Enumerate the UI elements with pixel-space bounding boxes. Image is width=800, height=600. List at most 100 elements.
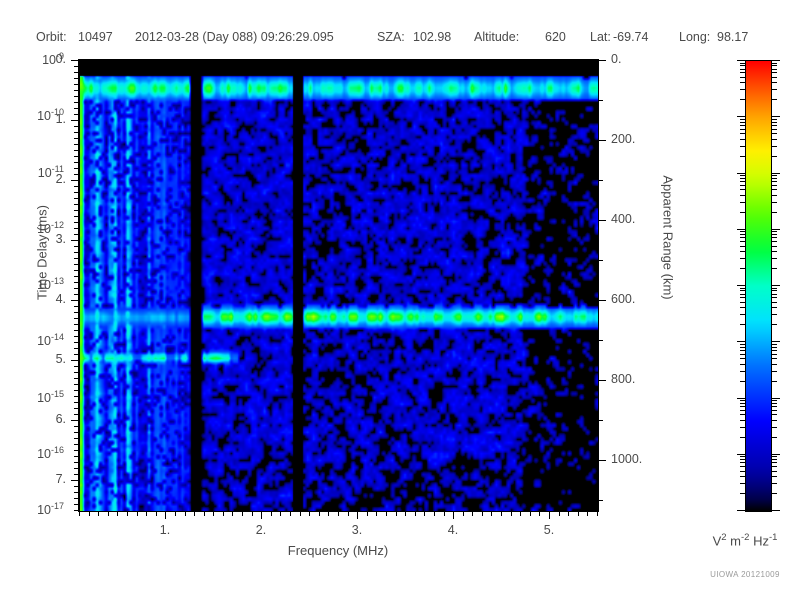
y-axis-tick-minor	[74, 444, 78, 445]
colorbar-tick-major	[772, 285, 780, 286]
x-axis-tick-minor	[491, 512, 492, 516]
colorbar-tick-minor	[772, 466, 777, 467]
colorbar-tick-major	[737, 116, 745, 117]
colorbar-tick-minor	[740, 462, 745, 463]
colorbar-tick-minor	[740, 82, 745, 83]
y-axis-tick-minor	[74, 108, 78, 109]
colorbar-tick-minor	[772, 437, 777, 438]
x-axis-tick-minor	[89, 512, 90, 516]
y-axis-tick-minor	[74, 438, 78, 439]
y-axis-tick-minor	[74, 384, 78, 385]
colorbar-tick-label: 10-13	[37, 276, 64, 292]
colorbar-label-base: 10	[37, 109, 51, 124]
colorbar-tick-minor	[772, 347, 777, 348]
y-axis-tick-minor	[74, 306, 78, 307]
y-axis-tick-minor	[74, 150, 78, 151]
sza-label: SZA:	[377, 30, 405, 44]
y-axis-tick-label: 3.	[55, 232, 66, 246]
colorbar-label-exponent: -12	[50, 220, 64, 230]
x-axis-tick-major	[549, 512, 550, 519]
x-axis-tick-minor	[146, 512, 147, 516]
colorbar-tick-minor	[740, 65, 745, 66]
colorbar-tick-minor	[772, 314, 777, 315]
x-axis-tick-label: 5.	[543, 523, 555, 537]
x-axis-tick-minor	[482, 512, 483, 516]
y-axis-right-tick-major	[599, 300, 606, 301]
y-axis-tick-minor	[74, 318, 78, 319]
colorbar-tick-label: 10-12	[37, 220, 64, 236]
colorbar-label-base: 10	[37, 222, 51, 237]
colorbar-tick-minor	[772, 258, 777, 259]
x-axis-tick-minor	[367, 512, 368, 516]
colorbar-tick-minor	[772, 212, 777, 213]
y-axis-left-line	[78, 59, 79, 512]
x-axis-tick-minor	[319, 512, 320, 516]
colorbar-tick-minor	[772, 462, 777, 463]
y-axis-tick-minor	[74, 390, 78, 391]
x-axis-tick-major	[357, 512, 358, 519]
colorbar-tick-minor	[740, 414, 745, 415]
x-axis-tick-minor	[396, 512, 397, 516]
x-axis-tick-label: 2.	[255, 523, 267, 537]
colorbar-tick-minor	[740, 410, 745, 411]
colorbar-tick-minor	[740, 77, 745, 78]
colorbar-tick-minor	[740, 476, 745, 477]
colorbar-tick-minor	[740, 234, 745, 235]
colorbar-tick-minor	[740, 302, 745, 303]
y-axis-tick-minor	[74, 462, 78, 463]
colorbar-tick-minor	[740, 72, 745, 73]
colorbar-tick-minor	[772, 234, 777, 235]
x-axis-tick-minor	[328, 512, 329, 516]
x-axis-tick-minor	[415, 512, 416, 516]
x-axis-tick-minor	[242, 512, 243, 516]
colorbar-tick-minor	[772, 483, 777, 484]
y-axis-tick-minor	[74, 102, 78, 103]
y-axis-tick-minor	[74, 192, 78, 193]
x-axis-tick-minor	[578, 512, 579, 516]
x-axis-tick-minor	[597, 512, 598, 516]
y-axis-right-tick-major	[599, 140, 606, 141]
x-axis-title: Frequency (MHz)	[287, 543, 389, 558]
y-axis-tick-label: 6.	[55, 412, 66, 426]
x-axis-tick-minor	[376, 512, 377, 516]
colorbar-tick-minor	[740, 371, 745, 372]
y-axis-right-tick-label: 600.	[611, 292, 636, 306]
x-axis-tick-minor	[501, 512, 502, 516]
colorbar-tick-minor	[772, 307, 777, 308]
colorbar-tick-minor	[772, 406, 777, 407]
y-axis-tick-minor	[74, 246, 78, 247]
colorbar-tick-minor	[772, 302, 777, 303]
colorbar-tick-major	[737, 229, 745, 230]
colorbar-label-exponent: -13	[50, 276, 64, 286]
colorbar-tick-minor	[740, 89, 745, 90]
colorbar-tick-major	[737, 510, 745, 511]
colorbar-tick-major	[737, 454, 745, 455]
colorbar-label-base: 10	[37, 166, 52, 181]
y-axis-tick-major	[71, 120, 78, 121]
colorbar-tick-major	[772, 116, 780, 117]
y-axis-right-line	[598, 59, 599, 512]
colorbar-label-exponent: -15	[50, 389, 64, 399]
y-axis-tick-minor	[74, 348, 78, 349]
colorbar-tick-minor	[772, 493, 777, 494]
y-axis-tick-label: 5.	[55, 352, 66, 366]
colorbar-tick-minor	[772, 403, 777, 404]
y-axis-tick-minor	[74, 168, 78, 169]
colorbar-tick-minor	[772, 63, 777, 64]
colorbar-tick-major	[772, 173, 780, 174]
y-axis-tick-major	[71, 240, 78, 241]
colorbar-label-base: 10	[37, 334, 51, 349]
y-axis-tick-minor	[74, 126, 78, 127]
y-axis-tick-minor	[74, 498, 78, 499]
y-axis-tick-minor	[74, 282, 78, 283]
colorbar-tick-minor	[772, 476, 777, 477]
y-axis-tick-major	[71, 300, 78, 301]
longitude-label: Long:	[679, 30, 711, 44]
colorbar-label-exponent: -17	[50, 501, 64, 511]
y-axis-right-tick-label: 1000.	[611, 452, 643, 466]
colorbar-tick-major	[772, 454, 780, 455]
colorbar-tick-minor	[740, 307, 745, 308]
y-axis-tick-major	[71, 480, 78, 481]
colorbar-tick-minor	[740, 122, 745, 123]
colorbar	[745, 60, 772, 512]
